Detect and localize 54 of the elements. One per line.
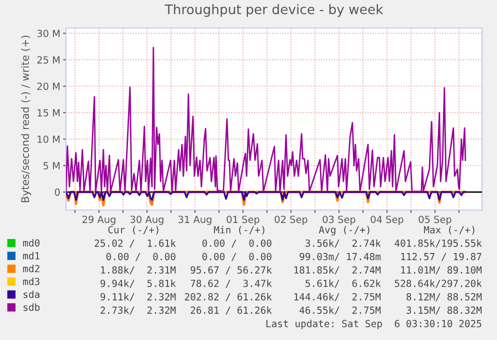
legend-label: sda: [24, 290, 40, 298]
text: Avg (-/+): [318, 226, 370, 236]
y-axis-title: Bytes/second read (-) / write (+): [20, 36, 32, 202]
text: Max (-/+): [424, 226, 474, 235]
text: 9.11k/ 2.32M: [100, 292, 176, 302]
text: 3.15M/ 88.32M: [406, 306, 482, 315]
line-series: [66, 191, 466, 201]
x-tick-label: 05 Sep: [418, 216, 452, 225]
x-tick-label: 30 Aug: [130, 216, 164, 225]
x-tick-label: 01 Sep: [226, 216, 260, 225]
text: 181.85k/ 2.74M: [294, 266, 381, 274]
y-tick-label: 0: [54, 188, 60, 196]
chart-title: Throughput per device - by week: [164, 4, 384, 17]
text: Cur (-/+): [108, 226, 158, 235]
text: 46.55k/ 2.75M: [300, 306, 381, 315]
x-tick-label: 29 Aug: [82, 216, 116, 225]
text: 1.88k/ 2.31M: [101, 266, 176, 274]
legend-label: md2: [23, 264, 40, 272]
text: 8.12M/ 88.52M: [406, 293, 482, 302]
legend-label: sdb: [24, 303, 40, 311]
text: 95.67 / 56.27k: [190, 266, 272, 274]
text: 11.01M/ 89.10M: [401, 266, 482, 274]
legend-label: md1: [23, 252, 40, 260]
text: 202.82 / 61.26k: [184, 292, 272, 302]
text: 0.00 / 0.00: [202, 239, 272, 248]
text: 112.57 / 19.87: [401, 252, 482, 262]
legend-label: md3: [23, 278, 40, 286]
text: 0.00 / 0.00: [106, 252, 176, 262]
text: 26.81 / 61.26k: [190, 306, 272, 315]
text: 0.00 / 0.00: [202, 252, 272, 262]
text: 9.94k/ 5.81k: [100, 280, 176, 288]
text: Last update: Sat Sep 6 03:30:10 2025: [266, 320, 482, 330]
y-tick-label: 20 M: [37, 82, 60, 90]
text: 144.46k/ 2.75M: [294, 292, 381, 302]
x-tick-label: 31 Aug: [178, 216, 212, 225]
text: 401.85k/195.55k: [394, 239, 482, 248]
legend-label: md0: [23, 239, 40, 247]
line-series: [66, 46, 466, 192]
y-tick-label: 10 M: [38, 136, 60, 143]
text: 78.62 / 3.47k: [190, 280, 272, 288]
text: 99.03m/ 17.48m: [300, 252, 381, 262]
text: 528.64k/297.20k: [394, 280, 482, 288]
y-tick-label: 25 M: [37, 56, 60, 64]
text: 3.56k/ 2.74k: [306, 239, 381, 248]
x-tick-label: 04 Sep: [370, 216, 404, 225]
text: 25.02 / 1.61k: [94, 239, 176, 248]
y-tick-label: 15 M: [38, 109, 60, 116]
y-tick-label: 5 M: [44, 162, 60, 170]
x-tick-label: 03 Sep: [322, 216, 356, 225]
text: Min (-/+): [214, 226, 264, 235]
text: 5.61k/ 6.62k: [306, 280, 381, 288]
text: 2.73k/ 2.32M: [100, 306, 176, 315]
x-tick-label: 02 Sep: [274, 216, 308, 225]
y-tick-label: 30 M: [37, 30, 60, 38]
